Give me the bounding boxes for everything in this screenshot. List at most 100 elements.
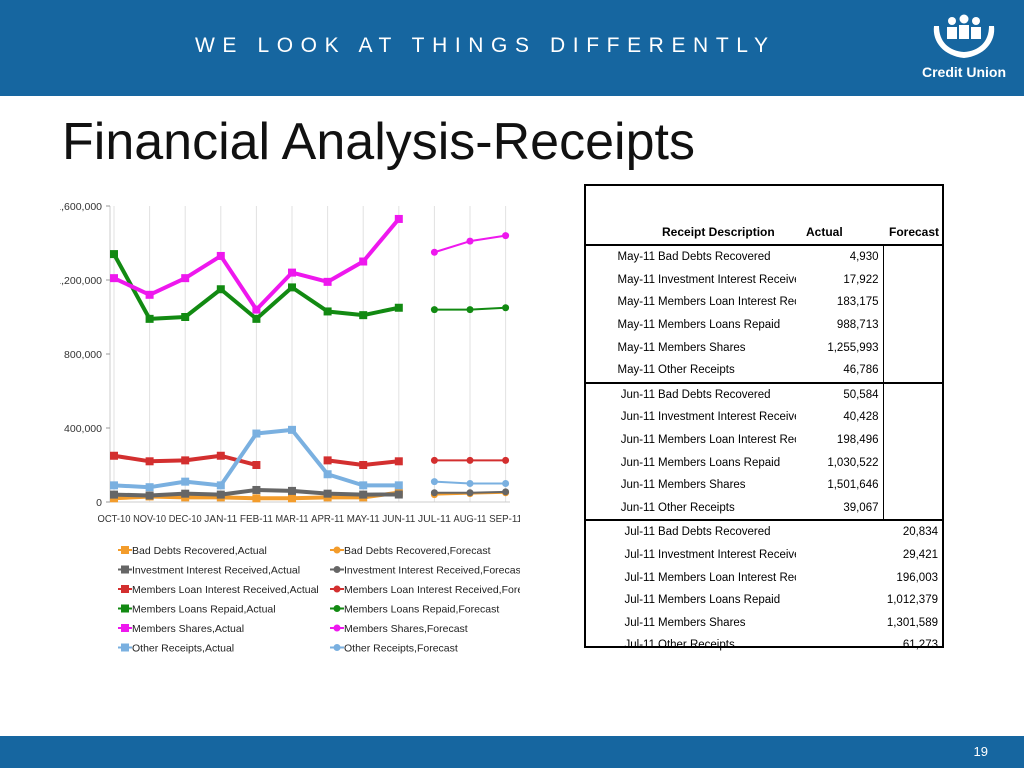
row-forecast — [883, 381, 942, 407]
page-title: Financial Analysis-Receipts — [62, 113, 695, 171]
data-point — [466, 456, 474, 464]
row-actual: 50,584 — [796, 381, 884, 407]
table-row: May-11 Other Receipts 46,786 — [586, 358, 942, 383]
row-date: Jul-11 — [624, 639, 655, 652]
data-point — [323, 277, 332, 286]
row-description: Members Loans Repaid — [658, 319, 781, 332]
legend-swatch-marker — [121, 604, 129, 613]
series-2 — [110, 485, 403, 500]
data-point — [323, 456, 332, 465]
row-date: May-11 — [617, 251, 656, 264]
data-point — [181, 456, 190, 465]
table-row: Jun-11 Bad Debts Recovered 50,584 — [586, 381, 942, 407]
row-actual — [796, 519, 883, 544]
legend-swatch-marker — [333, 644, 341, 651]
legend-item: Members Shares,Forecast — [330, 623, 468, 635]
row-actual: 198,496 — [796, 428, 884, 452]
legend-label: Members Shares,Actual — [132, 623, 244, 635]
data-point — [288, 486, 297, 495]
data-point — [145, 491, 154, 500]
legend-label: Members Loan Interest Received,Forecast — [344, 584, 520, 596]
row-date: May-11 — [617, 273, 656, 286]
row-date: May-11 — [617, 364, 656, 377]
data-point — [288, 283, 297, 292]
data-point — [252, 461, 261, 469]
table-row: May-11 Members Shares 1,255,993 — [586, 336, 942, 359]
table-header-row: Receipt Description Actual Forecast — [586, 186, 942, 245]
x-tick-label: MAY-11 — [347, 513, 380, 525]
data-point — [288, 268, 297, 277]
row-actual: 1,501,646 — [796, 473, 884, 497]
series-4 — [110, 451, 403, 469]
data-point — [181, 274, 190, 283]
data-point — [110, 250, 118, 259]
data-point — [145, 314, 154, 323]
row-forecast: 61,273 — [902, 639, 938, 652]
footer-bar: 19 — [0, 736, 1024, 768]
series-9 — [430, 232, 510, 256]
series-5 — [430, 456, 510, 464]
series-8 — [110, 214, 403, 314]
data-point — [394, 457, 403, 466]
row-date: Jun-11 — [586, 381, 658, 407]
series-10 — [110, 425, 403, 492]
row-actual: 17,922 — [796, 268, 884, 292]
row-date: Jul-11 — [624, 571, 655, 584]
row-forecast — [883, 451, 942, 474]
logo-text: Credit Union — [922, 64, 1006, 80]
row-forecast — [883, 406, 942, 429]
row-description: Members Loan Interest Rece — [658, 296, 796, 309]
x-tick-label: JUN-11 — [382, 513, 415, 525]
data-point — [216, 251, 225, 260]
legend-item: Other Receipts,Actual — [118, 643, 234, 655]
row-description: Members Loan Interest Received — [658, 571, 796, 584]
row-actual: 1,030,522 — [796, 451, 884, 474]
data-point — [359, 490, 368, 499]
row-forecast — [883, 474, 942, 497]
data-point — [216, 285, 225, 294]
row-forecast — [883, 314, 942, 337]
x-tick-label: MAR-11 — [276, 513, 309, 525]
row-forecast: 196,003 — [896, 571, 938, 584]
x-tick-label: NOV-10 — [133, 513, 166, 525]
row-date: Jun-11 — [620, 501, 655, 514]
data-point — [252, 314, 261, 323]
header-actual: Actual — [806, 225, 843, 239]
data-point — [110, 490, 118, 499]
row-date: May-11 — [617, 296, 656, 309]
header-date — [586, 186, 658, 245]
table-row: Jun-11 Other Receipts 39,067 — [586, 496, 942, 521]
row-date: Jun-11 — [620, 456, 655, 469]
table-row: Jul-11 Other Receipts 61,273 — [586, 634, 942, 657]
legend-swatch-marker — [121, 585, 129, 593]
row-actual: 4,930 — [796, 245, 884, 269]
data-point — [466, 489, 474, 497]
row-forecast — [883, 291, 942, 314]
row-date: Jun-11 — [620, 434, 655, 447]
legend-item: Members Shares,Actual — [118, 623, 244, 635]
y-tick-label: 1,200,000 — [60, 275, 102, 287]
data-point — [288, 425, 297, 434]
row-description: Other Receipts — [658, 501, 735, 514]
table-row: Jun-11 Members Loan Interest Rece 198,496 — [586, 428, 942, 452]
page-number: 19 — [973, 744, 988, 759]
legend-item: Members Loans Repaid,Actual — [118, 604, 276, 616]
legend-label: Investment Interest Received,Forecast — [344, 565, 520, 577]
table-row: May-11 Investment Interest Received 17,922 — [586, 268, 942, 292]
y-tick-label: 800,000 — [64, 349, 102, 361]
row-description: Investment Interest Received — [658, 273, 796, 286]
row-actual: 40,428 — [796, 406, 884, 429]
legend-item: Other Receipts,Forecast — [330, 643, 458, 655]
data-point — [216, 451, 225, 460]
row-date: Jul-11 — [624, 616, 655, 629]
series-11 — [430, 478, 510, 487]
header-forecast: Forecast — [889, 225, 940, 239]
legend-item: Bad Debts Recovered,Forecast — [330, 545, 491, 557]
receipts-line-chart: 0 400,000 800,000 1,200,000 1,600,000 OCT-10N… — [60, 201, 520, 655]
data-point — [323, 489, 332, 498]
row-actual — [796, 589, 883, 612]
row-actual — [796, 612, 883, 635]
series-6 — [110, 250, 403, 323]
data-point — [430, 306, 438, 314]
table-row: Jul-11 Investment Interest Received 29,421 — [586, 544, 942, 567]
